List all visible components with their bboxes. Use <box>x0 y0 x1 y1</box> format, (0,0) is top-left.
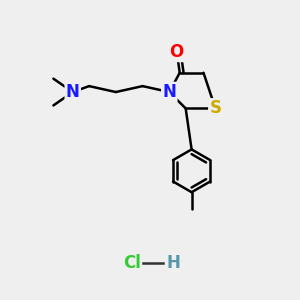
Text: S: S <box>209 99 221 117</box>
Text: H: H <box>166 254 180 272</box>
Text: Cl: Cl <box>123 254 141 272</box>
Text: N: N <box>162 83 176 101</box>
Text: N: N <box>66 83 80 101</box>
Text: O: O <box>169 43 184 61</box>
